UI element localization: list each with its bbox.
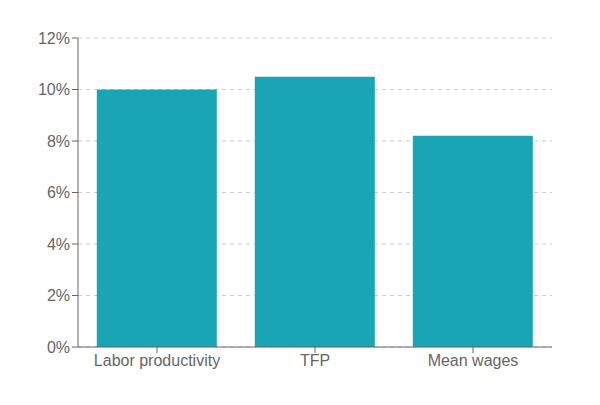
svg-text:Mean wages: Mean wages (428, 352, 519, 369)
svg-text:10%: 10% (38, 81, 70, 98)
svg-text:8%: 8% (47, 133, 70, 150)
svg-text:TFP: TFP (300, 352, 330, 369)
svg-text:4%: 4% (47, 236, 70, 253)
svg-text:12%: 12% (38, 30, 70, 47)
svg-text:0%: 0% (47, 339, 70, 356)
svg-text:Labor productivity: Labor productivity (94, 352, 220, 369)
svg-text:2%: 2% (47, 287, 70, 304)
svg-text:6%: 6% (47, 184, 70, 201)
